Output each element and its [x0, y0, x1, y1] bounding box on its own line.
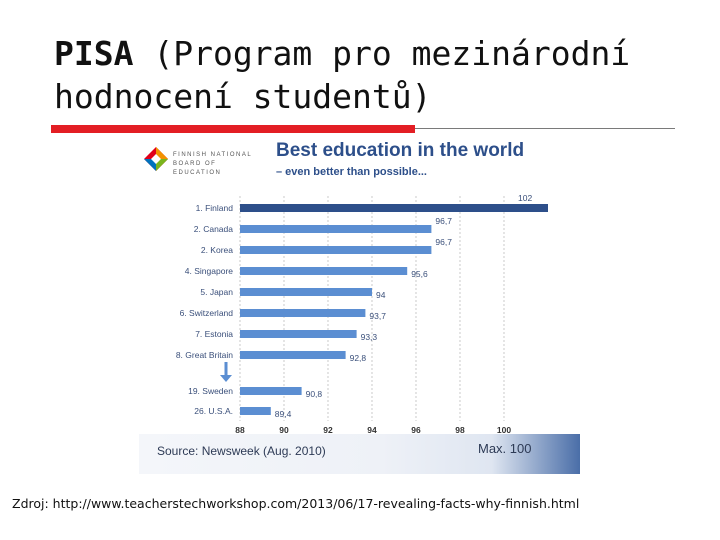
slide-title: PISA (Program pro mezinárodní hodnocení … [54, 32, 694, 118]
tick-label: 96 [411, 425, 421, 435]
category-label: 26. U.S.A. [194, 406, 233, 416]
title-bold: PISA [54, 34, 134, 73]
figure-bottom-band [139, 434, 580, 474]
bar [240, 288, 372, 296]
bar [240, 267, 408, 275]
bar [240, 225, 432, 233]
bar-chart: 1. Finland 102 2. Canada 96,7 2. Korea 96,7 4.… [176, 193, 548, 435]
bar [240, 351, 346, 359]
category-label: 4. Singapore [185, 266, 233, 276]
value-label: 90,8 [306, 389, 323, 399]
category-label: 8. Great Britain [176, 350, 233, 360]
category-label: 6. Switzerland [180, 308, 234, 318]
category-label: 5. Japan [200, 287, 233, 297]
tick-label: 98 [455, 425, 465, 435]
tick-label: 88 [235, 425, 245, 435]
value-label: 96,7 [435, 237, 452, 247]
title-divider-line [415, 128, 675, 129]
value-label: 95,6 [411, 269, 428, 279]
category-label: 2. Canada [194, 224, 233, 234]
source-footer: Zdroj: http://www.teacherstechworkshop.c… [12, 496, 580, 511]
tick-label: 94 [367, 425, 377, 435]
value-label: 96,7 [435, 216, 452, 226]
value-label: 102 [518, 193, 532, 203]
category-label: 19. Sweden [188, 386, 233, 396]
org-name: FINNISH NATIONAL BOARD OF EDUCATION [173, 152, 253, 176]
chart-title: Best education in the world [276, 140, 525, 161]
bar [240, 387, 302, 395]
bar [240, 246, 432, 254]
down-arrow-head-icon [220, 375, 232, 382]
max-label: Max. 100 [478, 441, 532, 456]
value-label: 89,4 [275, 409, 292, 419]
bar [240, 309, 366, 317]
category-label: 1. Finland [196, 203, 234, 213]
tick-label: 92 [323, 425, 333, 435]
bar [240, 330, 357, 338]
education-ranking-figure: FINNISH NATIONAL BOARD OF EDUCATION Best… [139, 138, 580, 474]
value-label: 92,8 [350, 353, 367, 363]
chart-subtitle: – even better than possible... [276, 166, 427, 178]
value-label: 93,7 [369, 311, 386, 321]
fnbe-logo-icon [144, 147, 168, 171]
source-note: Source: Newsweek (Aug. 2010) [157, 444, 326, 458]
tick-label: 100 [497, 425, 511, 435]
bar [240, 204, 548, 212]
category-label: 2. Korea [201, 245, 233, 255]
category-label: 7. Estonia [195, 329, 233, 339]
tick-label: 90 [279, 425, 289, 435]
bar [240, 407, 271, 415]
value-label: 94 [376, 290, 386, 300]
title-rest: (Program pro mezinárodní hodnocení stude… [54, 34, 631, 116]
value-label: 93,3 [361, 332, 378, 342]
title-accent-bar [51, 125, 415, 133]
